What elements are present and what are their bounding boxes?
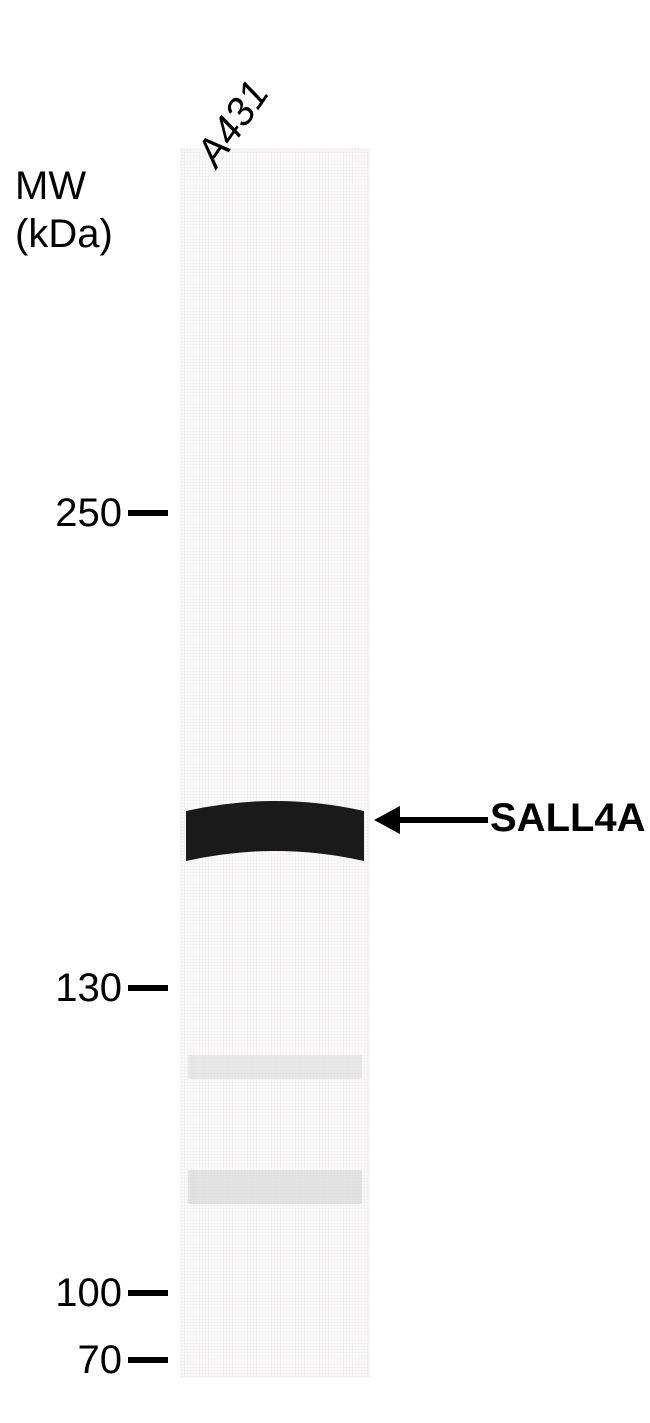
mw-line1: MW (15, 164, 86, 208)
tick-mark (128, 1357, 168, 1363)
main-band (186, 789, 364, 869)
tick-mark (128, 985, 168, 991)
tick-mark (128, 510, 168, 516)
arrow-line (398, 817, 488, 823)
faint-band (188, 1170, 362, 1204)
tick-label: 130 (55, 966, 122, 1011)
faint-band (188, 1055, 362, 1079)
mw-header: MW(kDa) (15, 162, 113, 258)
tick-label: 100 (55, 1271, 122, 1316)
tick-mark (128, 1290, 168, 1296)
band-label: SALL4A (490, 796, 646, 841)
mw-line2: (kDa) (15, 212, 113, 256)
arrow-head-icon (374, 806, 400, 834)
tick-label: 70 (78, 1338, 123, 1383)
tick-label: 250 (55, 491, 122, 536)
